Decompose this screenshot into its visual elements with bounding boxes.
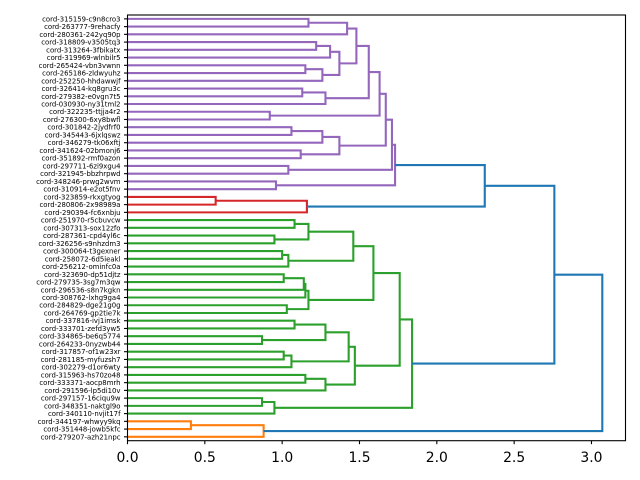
dendrogram-link-purple: [127, 149, 302, 160]
leaf-label: cord-313264-3fbikatx: [46, 46, 120, 54]
leaf-label: cord-351892-rmf0azon: [41, 155, 120, 163]
leaf-label: cord-291596-lp5di10v: [44, 387, 120, 395]
dendrogram-link-green: [127, 400, 276, 415]
leaf-label: cord-315159-c9n8cro3: [42, 15, 120, 23]
dendrogram-link-blue: [412, 184, 556, 365]
leaf-label: cord-297711-6zi9xgu4: [43, 162, 121, 170]
leaf-label: cord-346279-tk06xftj: [48, 139, 121, 147]
leaf-label: cord-333371-aocp8mrh: [39, 379, 120, 387]
dendrogram-link-purple: [127, 17, 310, 28]
leaf-label: cord-287361-cpd4yl6c: [43, 232, 121, 240]
dendrogram-link-purple: [127, 41, 318, 51]
leaf-label: cord-296536-s8n7kgkn: [41, 286, 121, 294]
leaf-label: cord-337816-ivj1imsk: [46, 317, 121, 325]
dendrogram-link-green: [127, 219, 296, 229]
leaf-label: cord-251970-r5cbuvcw: [41, 217, 121, 225]
leaf-label: cord-265186-zldwyuhz: [42, 70, 121, 78]
leaf-label: cord-322235-ttjja4r2: [49, 108, 120, 116]
x-tick-label: 3.0: [580, 450, 602, 466]
leaf-label: cord-030930-ny31tml2: [41, 100, 120, 108]
dendrogram-link-purple: [275, 143, 397, 187]
leaf-label: cord-265424-vbn3vwnn: [39, 62, 121, 70]
leaf-label: cord-340110-nvjit17f: [48, 410, 121, 418]
dendrogram-link-purple: [127, 180, 278, 191]
leaf-label: cord-345443-6jxlqswz: [45, 131, 121, 139]
x-tick-label: 0.5: [194, 450, 216, 466]
leaf-label: cord-297157-16ciqu9w: [41, 395, 121, 403]
leaf-label: cord-302279-d1or6wty: [42, 364, 121, 372]
leaf-label: cord-344197-whwyy9kq: [38, 418, 121, 426]
leaf-label: cord-334865-be6q5774: [39, 333, 120, 341]
leaf-label: cord-348246-prwg2wvm: [36, 178, 121, 186]
dendrogram-link-blue: [263, 273, 604, 433]
leaf-label: cord-256212-ominfc0a: [42, 263, 121, 271]
leaf-label: cord-318809-v3505tq3: [41, 39, 120, 47]
leaf-label: cord-307313-sox12zfo: [43, 224, 120, 232]
leaf-label: cord-280361-242yq90p: [39, 31, 120, 39]
dendrogram-link-purple: [269, 71, 381, 117]
leaf-label: cord-351448-jowb5kfc: [43, 426, 120, 434]
dendrogram-link-green: [127, 304, 288, 315]
dendrogram-link-purple: [127, 64, 307, 75]
dendrogram-link-green: [291, 331, 350, 363]
dendrogram-link-green: [127, 250, 284, 260]
dendrogram-link-green: [127, 282, 307, 299]
leaf-label: cord-279735-3sg7m3qw: [36, 279, 121, 287]
leaf-label: cord-290394-fc6xnbju: [44, 209, 120, 217]
leaf-label: cord-333701-zefd3yw5: [41, 325, 121, 333]
axes-frame: [126, 14, 627, 442]
dendrogram-link-purple: [339, 27, 358, 65]
leaf-label: cord-341624-02bmonj6: [39, 147, 120, 155]
leaf-label: cord-264769-gp2tie7k: [44, 309, 121, 317]
dendrogram-link-green: [274, 318, 414, 409]
leaf-label: cord-323859-rkxgtyog: [43, 193, 120, 201]
leaf-labels: cord-315159-c9n8cro3cord-263777-9rehacfy…: [36, 15, 121, 441]
dendrogram-links: [127, 17, 604, 438]
dendrogram-link-green: [127, 373, 307, 384]
leaf-label: cord-284829-dge21g0g: [39, 302, 120, 310]
dendrogram-link-green: [286, 289, 310, 311]
dendrogram-link-purple: [325, 44, 370, 100]
leaf-label: cord-315963-hs70zo48: [41, 371, 121, 379]
x-axis-tick-labels: 0.0 0.5 1.0 1.5 2.0 2.5 3.0: [116, 450, 602, 466]
dendrogram-link-green: [288, 230, 355, 262]
leaf-label: cord-317857-of1w23xr: [42, 348, 121, 356]
dendrogram-link-orange: [127, 424, 265, 438]
leaf-label: cord-258072-6d5ieakl: [45, 255, 121, 263]
x-tick-label: 1.5: [348, 450, 370, 466]
leaf-label: cord-281185-myfuzsh7: [41, 356, 121, 364]
leaf-label: cord-310914-e2ot5fnv: [43, 186, 120, 194]
x-tick-label: 0.0: [116, 450, 138, 466]
leaf-label: cord-348351-naktgl9o: [44, 402, 121, 410]
dendrogram-link-purple: [127, 44, 332, 59]
leaf-label: cord-252250-hhdawwjf: [41, 77, 121, 85]
leaf-label: cord-319969-wlnbilr5: [47, 54, 121, 62]
leaf-label: cord-280806-2x98989a: [40, 201, 121, 209]
x-tick-label: 2.0: [426, 450, 448, 466]
dendrogram-link-green: [127, 319, 296, 330]
leaf-label: cord-264233-0nyzwb44: [39, 340, 121, 348]
leaf-label: cord-326414-kq8gru3c: [42, 85, 121, 93]
leaf-label: cord-300064-t3gexner: [43, 248, 121, 256]
leaf-label: cord-301842-2jydfrf0: [47, 124, 120, 132]
x-tick-label: 2.5: [503, 450, 525, 466]
leaf-label: cord-321945-bbzhrpwd: [40, 170, 120, 178]
leaf-ticks: [124, 18, 128, 438]
x-axis-ticks: [126, 440, 593, 445]
x-tick-label: 1.0: [271, 450, 293, 466]
leaf-label: cord-279207-azh21npc: [41, 433, 121, 441]
leaf-label: cord-308762-lxhg9ga4: [42, 294, 120, 302]
dendrogram-link-green: [274, 222, 310, 241]
leaf-label: cord-263777-9rehacfy: [44, 23, 120, 31]
leaf-label: cord-279382-e0vgn7t5: [41, 93, 120, 101]
leaf-label: cord-323690-dp51djtz: [44, 271, 121, 279]
leaf-label: cord-326256-s9nhzdm3: [38, 240, 120, 248]
dendrogram-link-red: [127, 195, 217, 206]
dendrogram-link-green: [127, 234, 276, 245]
leaf-label: cord-276300-6xy8bwfl: [43, 116, 121, 124]
